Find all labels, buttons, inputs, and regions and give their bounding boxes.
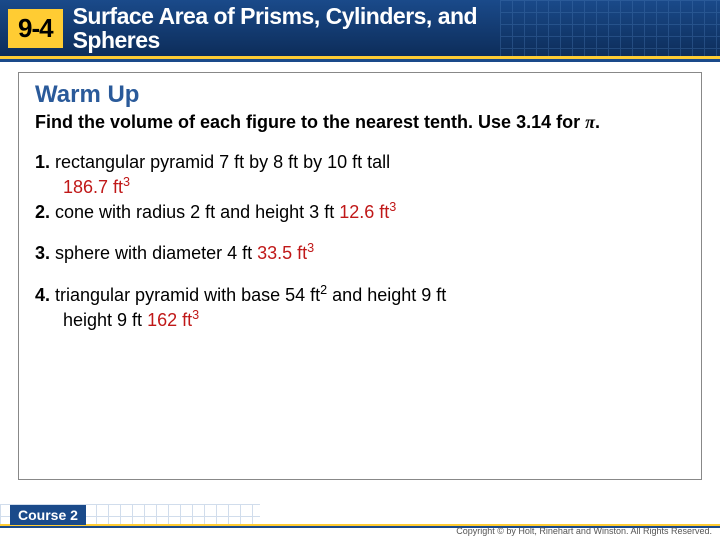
instruction-text-a: Find the volume of each figure to the ne…: [35, 112, 585, 132]
content-box: Warm Up Find the volume of each figure t…: [18, 72, 702, 480]
problem-line2: height 9 ft: [35, 310, 147, 330]
problem-answer: 186.7 ft3: [35, 177, 130, 197]
answer-exponent: 3: [192, 308, 199, 322]
problem-text-a: triangular pyramid with base 54 ft: [50, 285, 320, 305]
answer-exponent: 3: [389, 200, 396, 214]
lesson-title: Surface Area of Prisms, Cylinders, and S…: [73, 4, 478, 52]
copyright-text: Copyright © by Holt, Rinehart and Winsto…: [456, 526, 712, 536]
problem-answer: 162 ft3: [147, 310, 199, 330]
instruction-text-b: .: [595, 112, 600, 132]
warmup-instruction: Find the volume of each figure to the ne…: [35, 111, 685, 134]
problem-2: 2. cone with radius 2 ft and height 3 ft…: [35, 199, 685, 224]
problem-number: 4.: [35, 285, 50, 305]
problem-answer: 33.5 ft3: [257, 243, 314, 263]
answer-value: 186.7 ft: [63, 177, 123, 197]
footer: Course 2 Copyright © by Holt, Rinehart a…: [0, 504, 720, 540]
warmup-heading: Warm Up: [35, 81, 685, 109]
pi-symbol: π: [585, 112, 595, 132]
answer-value: 12.6 ft: [339, 202, 389, 222]
lesson-number-badge: 9-4: [8, 9, 63, 48]
problem-number: 3.: [35, 243, 50, 263]
title-line-2: Spheres: [73, 27, 160, 53]
header-bar: 9-4 Surface Area of Prisms, Cylinders, a…: [0, 0, 720, 56]
problem-1: 1. rectangular pyramid 7 ft by 8 ft by 1…: [35, 150, 685, 200]
answer-exponent: 3: [123, 175, 130, 189]
problem-number: 2.: [35, 202, 50, 222]
problem-text: sphere with diameter 4 ft: [50, 243, 257, 263]
answer-value: 33.5 ft: [257, 243, 307, 263]
problem-4: 4. triangular pyramid with base 54 ft2 a…: [35, 282, 685, 333]
slide: 9-4 Surface Area of Prisms, Cylinders, a…: [0, 0, 720, 540]
header-grid-decoration: [500, 0, 720, 56]
title-line-1: Surface Area of Prisms, Cylinders, and: [73, 3, 478, 29]
problems-list: 1. rectangular pyramid 7 ft by 8 ft by 1…: [35, 150, 685, 333]
problem-number: 1.: [35, 152, 50, 172]
problem-3: 3. sphere with diameter 4 ft 33.5 ft3: [35, 240, 685, 265]
problem-answer: 12.6 ft3: [339, 202, 396, 222]
answer-exponent: 3: [307, 241, 314, 255]
problem-text: rectangular pyramid 7 ft by 8 ft by 10 f…: [50, 152, 390, 172]
problem-text: cone with radius 2 ft and height 3 ft: [50, 202, 339, 222]
problem-text-b: and height 9 ft: [327, 285, 446, 305]
answer-value: 162 ft: [147, 310, 192, 330]
course-badge: Course 2: [10, 505, 86, 525]
divider-blue: [0, 59, 720, 62]
